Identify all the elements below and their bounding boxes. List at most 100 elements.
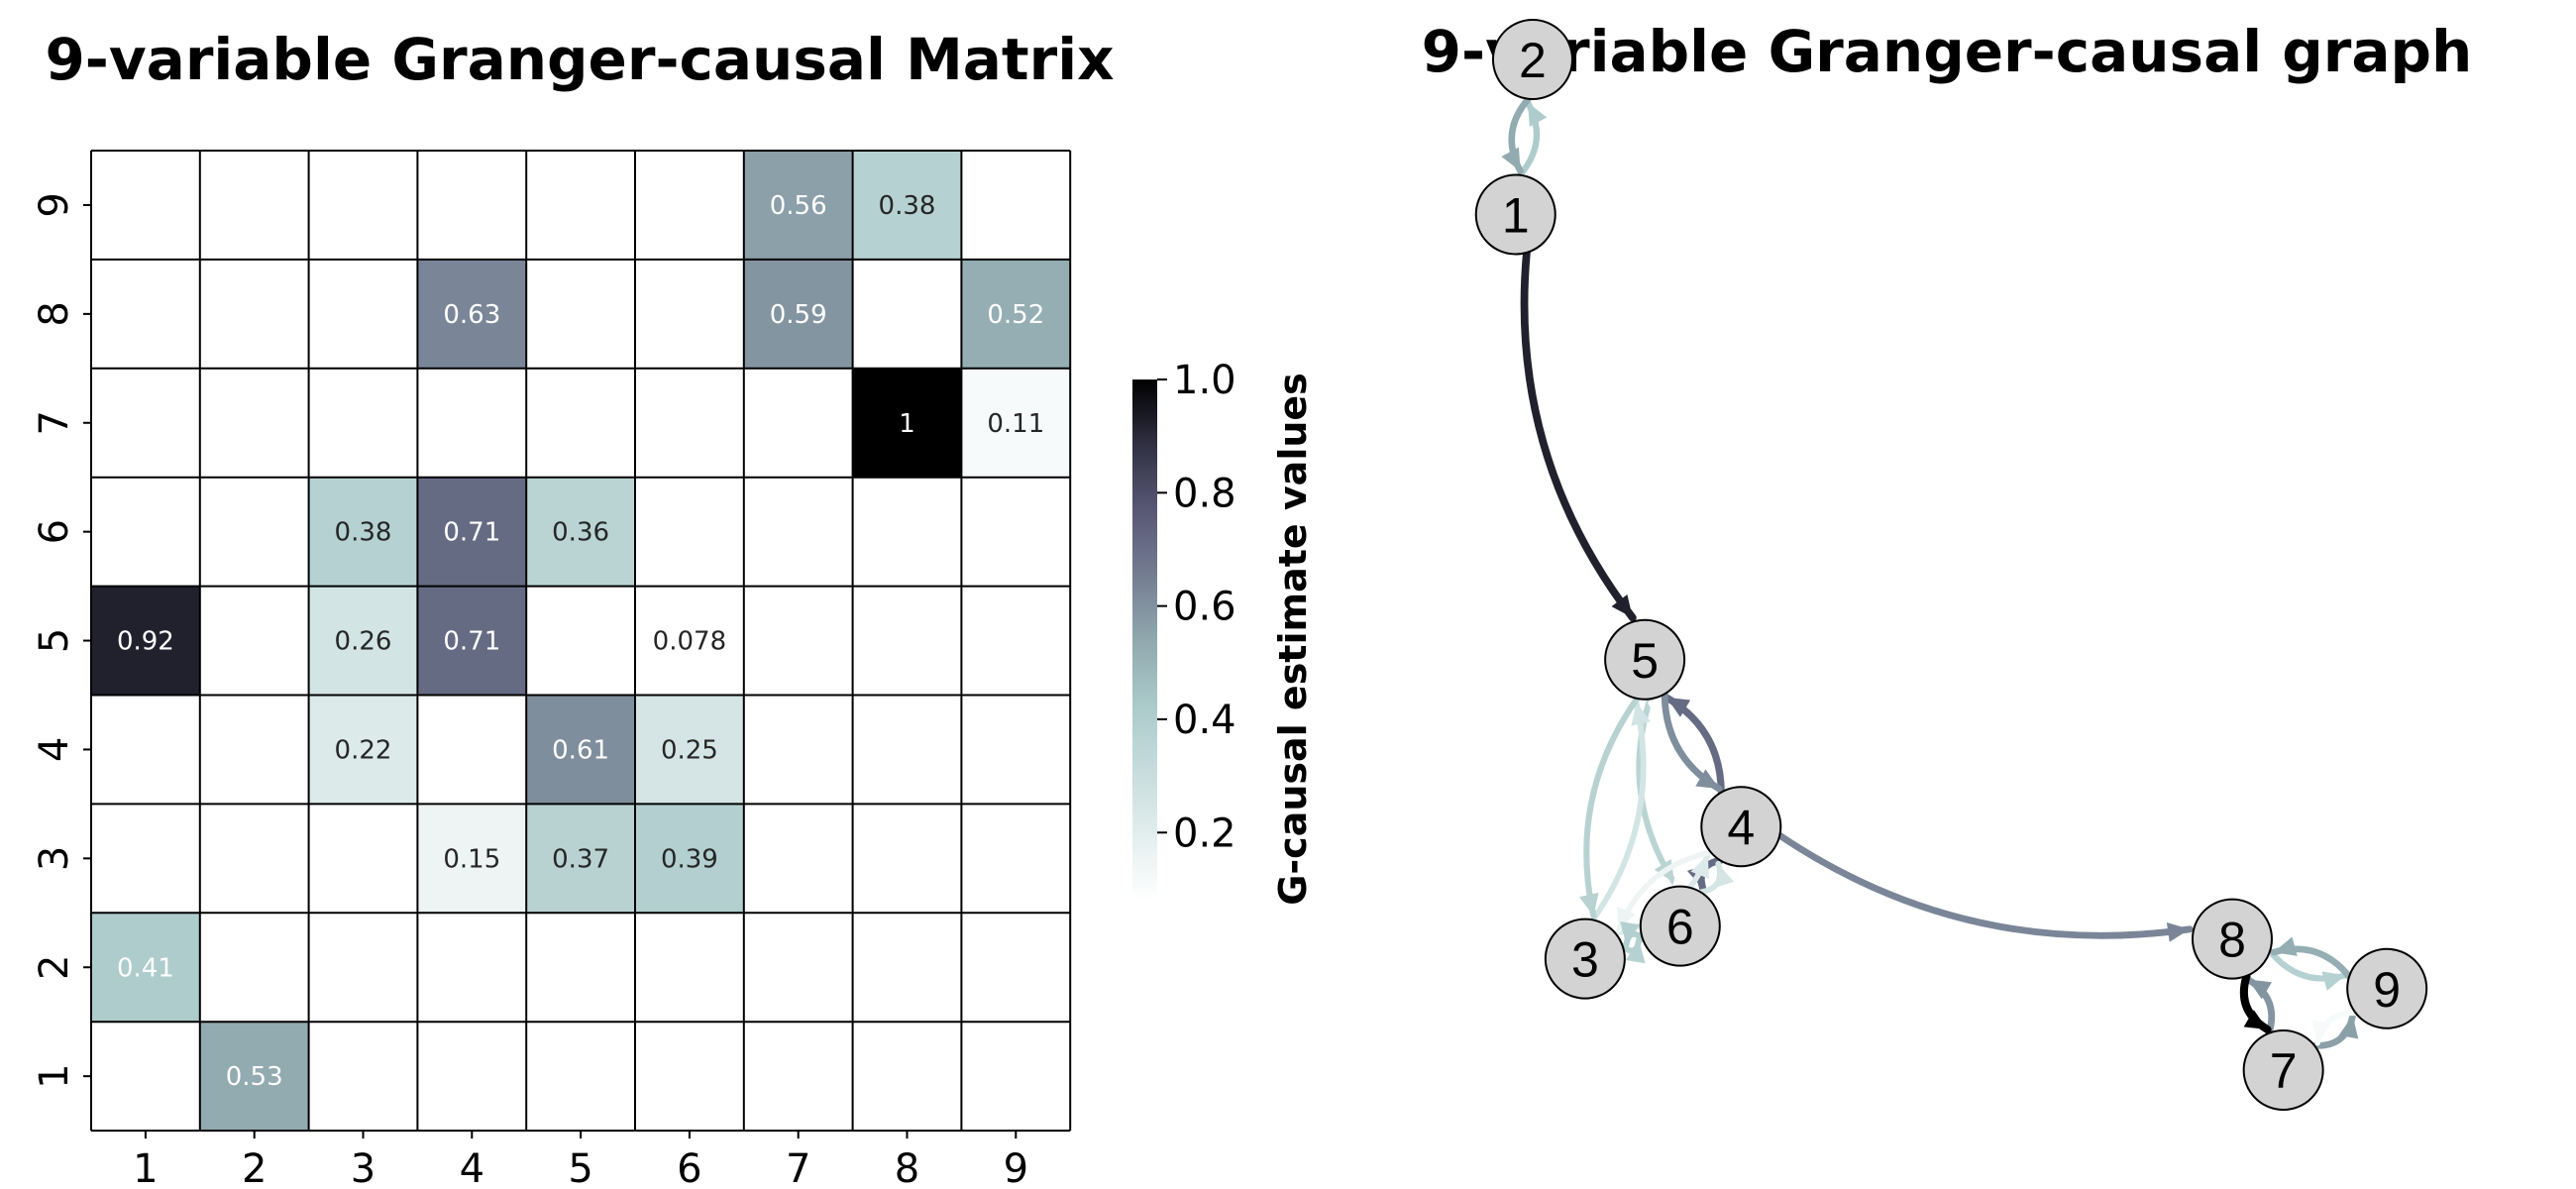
graph-node-label: 4 [1727, 800, 1755, 855]
heatmap-cell-value: 0.38 [335, 518, 392, 548]
colorbar-tick-label: 0.6 [1173, 585, 1236, 630]
graph-node [2191, 898, 2273, 980]
graph-node-label: 7 [2270, 1043, 2298, 1099]
graph-edge [1583, 695, 1641, 919]
heatmap-cell [635, 695, 744, 805]
graph-edge-arrowhead [1690, 854, 1710, 879]
graph-panel: 9-variable Granger-causal graph 1 2 3 4 5 6 7 8… [1422, 18, 2472, 1111]
graph-edge-arrowhead [2166, 922, 2191, 942]
heatmap-cell [417, 804, 527, 914]
heatmap-cell-value: 0.25 [661, 735, 718, 765]
graph-edge-arrowhead [1631, 702, 1652, 726]
graph-edge-arrowhead [1501, 147, 1521, 171]
graph-edge-arrowhead [2247, 979, 2272, 1000]
heatmap-cell [417, 477, 527, 587]
heatmap-cell [526, 477, 635, 587]
graph-edge-arrowhead [1695, 769, 1720, 790]
heatmap-cell [308, 477, 418, 587]
x-tick-label: 7 [786, 1146, 810, 1189]
graph-edge-arrowhead [1578, 892, 1599, 917]
colorbar-tick-label: 0.4 [1173, 698, 1236, 743]
graph-node [2242, 1029, 2324, 1111]
heatmap-cell-value: 0.078 [653, 627, 726, 657]
heatmap-cell-value: 0.52 [987, 300, 1044, 330]
heatmap-cell-value: 0.59 [770, 300, 827, 330]
heatmap-cell [743, 151, 853, 260]
graph-edges [1501, 95, 2359, 1049]
graph-edge-arrowhead [1715, 863, 1735, 888]
y-tick-label: 5 [32, 628, 77, 653]
x-tick-label: 3 [351, 1146, 376, 1189]
graph-node-label: 9 [2373, 962, 2401, 1018]
heatmap-cell [308, 695, 418, 805]
heatmap-cells [91, 151, 1071, 1132]
heatmap-cell-value: 0.71 [443, 627, 500, 657]
heatmap-cell [961, 259, 1071, 369]
x-tick-label: 5 [568, 1146, 592, 1189]
graph-edge [1775, 831, 2194, 939]
x-tick-label: 2 [242, 1146, 267, 1189]
y-tick-label: 7 [32, 410, 77, 435]
graph-edge-arrowhead [1528, 102, 1548, 127]
x-tick-label: 4 [460, 1146, 484, 1189]
y-tick-label: 2 [32, 955, 77, 980]
heatmap-cell [91, 913, 200, 1023]
graph-node-label: 3 [1571, 932, 1599, 988]
graph-edge-arrowhead [1650, 703, 1671, 727]
x-tick-label: 1 [133, 1146, 158, 1189]
heatmap-cell-value: 0.26 [335, 627, 392, 657]
heatmap-cell [526, 695, 635, 805]
graph-node [1604, 618, 1686, 701]
heatmap-cell [417, 259, 527, 369]
heatmap-cell [961, 368, 1071, 478]
graph-node [1700, 786, 1782, 868]
heatmap-cell-value: 0.36 [552, 518, 609, 548]
heatmap-cell-value: 0.38 [879, 191, 936, 221]
x-tick-label: 6 [677, 1146, 701, 1189]
colorbar-tick-label: 0.8 [1173, 471, 1236, 516]
heatmap-cell [635, 804, 744, 914]
graph-node-label: 6 [1666, 900, 1694, 955]
graph-node [1544, 918, 1626, 1000]
y-tick-label: 3 [32, 846, 77, 871]
y-tick-label: 8 [32, 301, 77, 326]
graph-node [1491, 19, 1573, 100]
colorbar-ticks: 0.2 0.4 0.6 0.8 1.0 [1157, 358, 1236, 856]
x-axis-ticks: 1 2 3 4 5 6 7 8 9 [133, 1131, 1028, 1189]
colorbar-tick-label: 0.2 [1173, 811, 1236, 856]
heatmap-cell-value: 0.37 [552, 844, 609, 874]
graph-node-label: 5 [1631, 633, 1659, 689]
heatmap-cell [852, 151, 962, 260]
graph-edge-arrowhead [1666, 697, 1691, 717]
graph-edge-arrowhead [2321, 971, 2346, 991]
graph-edge [1520, 248, 1637, 622]
heatmap-cell [308, 586, 418, 696]
graph-node-label: 1 [1502, 187, 1530, 243]
graph-edge-arrowhead [1620, 920, 1640, 945]
y-tick-label: 6 [32, 519, 77, 544]
graph-node-label: 8 [2218, 913, 2246, 968]
heatmap-cell-value: 1 [899, 409, 915, 439]
heatmap-title: 9-variable Granger-causal Matrix [45, 26, 1114, 93]
graph-node-label: 2 [1519, 33, 1547, 88]
heatmap-cell [417, 586, 527, 696]
y-tick-label: 1 [32, 1063, 77, 1088]
graph-edge-arrowhead [2273, 936, 2298, 956]
colorbar-label: G-causal estimate values [1271, 373, 1315, 906]
heatmap-cell [743, 259, 853, 369]
y-tick-label: 9 [32, 192, 77, 217]
x-tick-label: 8 [895, 1146, 919, 1189]
graph-edge-arrowhead [1611, 594, 1633, 618]
graph-edge-arrowhead [1625, 939, 1646, 964]
heatmap-cell [199, 1022, 309, 1132]
heatmap-cell-value: 0.39 [661, 844, 718, 874]
heatmap-cell-value: 0.63 [443, 300, 500, 330]
graph-edge-arrowhead [2338, 1015, 2359, 1039]
graph-edge-arrowhead [2243, 1010, 2268, 1030]
heatmap-cell-value: 0.22 [335, 735, 392, 765]
heatmap-cell-value: 0.61 [552, 735, 609, 765]
graph-nodes: 1 2 3 4 5 6 7 8 9 [1474, 19, 2428, 1111]
graph-edge [1589, 700, 1647, 923]
colorbar-tick-label: 1.0 [1173, 358, 1236, 403]
heatmap-cell-value: 0.41 [117, 953, 174, 983]
